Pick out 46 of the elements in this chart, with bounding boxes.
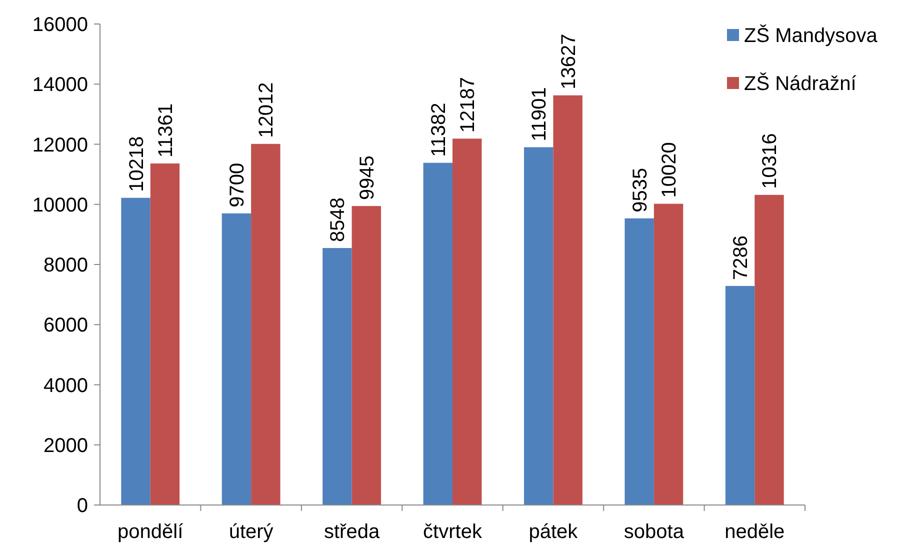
data-label: 12012 xyxy=(256,82,278,138)
y-tick-label: 0 xyxy=(76,495,88,517)
x-tick-label: středa xyxy=(324,521,380,543)
legend-label: ZŠ Nádražní xyxy=(744,72,857,95)
y-tick-label: 6000 xyxy=(44,314,88,337)
bar xyxy=(222,213,252,505)
y-tick-label: 2000 xyxy=(44,434,88,457)
bar xyxy=(524,147,554,505)
data-label: 10316 xyxy=(759,133,782,189)
y-tick-label: 4000 xyxy=(44,374,88,397)
y-tick-label: 16000 xyxy=(32,14,88,36)
data-label: 8548 xyxy=(327,198,350,242)
x-tick-label: pátek xyxy=(528,521,579,543)
bar xyxy=(754,194,784,505)
bar xyxy=(150,163,180,505)
data-label: 11361 xyxy=(154,103,177,158)
data-label: 12187 xyxy=(457,77,480,133)
x-tick-label: sobota xyxy=(624,521,685,543)
bar xyxy=(725,286,755,505)
data-label: 9700 xyxy=(226,162,248,208)
bar xyxy=(553,95,582,505)
x-tick-label: pondělí xyxy=(118,521,184,543)
y-tick-label: 14000 xyxy=(32,74,88,96)
x-tick-label: čtvrtek xyxy=(423,521,483,543)
data-label: 10218 xyxy=(126,136,148,192)
bar xyxy=(423,162,452,505)
y-tick-label: 12000 xyxy=(32,134,88,156)
data-label: 13627 xyxy=(558,34,580,90)
x-tick-label: neděle xyxy=(724,521,785,543)
x-tick-label: úterý xyxy=(228,521,274,543)
bar xyxy=(121,198,150,505)
data-label: 11901 xyxy=(528,87,551,142)
legend-label: ZŠ Mandysova xyxy=(744,24,878,47)
data-label: 9945 xyxy=(356,156,378,200)
data-label: 10020 xyxy=(658,142,681,198)
data-label: 9535 xyxy=(629,168,652,212)
bar xyxy=(322,248,352,505)
data-label: 11382 xyxy=(428,102,450,157)
bar xyxy=(654,204,684,505)
y-tick-label: 10000 xyxy=(32,194,88,216)
bar xyxy=(352,206,381,505)
bar xyxy=(624,218,654,505)
y-tick-label: 8000 xyxy=(44,254,88,276)
data-label: 7286 xyxy=(730,235,752,280)
bar xyxy=(251,144,280,505)
bar xyxy=(452,138,482,505)
